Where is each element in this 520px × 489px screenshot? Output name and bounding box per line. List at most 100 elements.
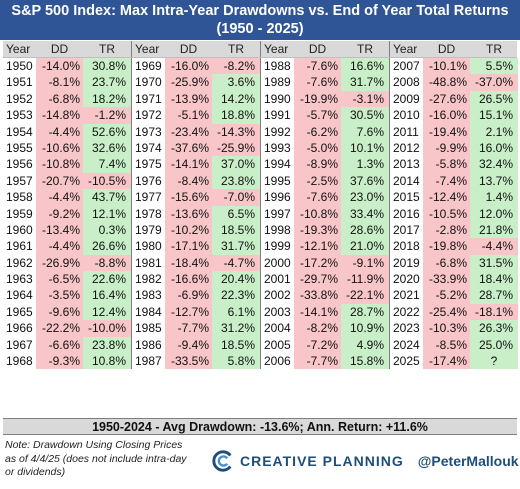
- drawdown-cell: -6.5%: [36, 271, 83, 288]
- row-group: 1954 -4.4% 52.6%: [3, 123, 131, 140]
- total-return-cell: -1.2%: [83, 107, 131, 124]
- year-cell: 2019: [393, 255, 420, 270]
- total-return-cell: 18.4%: [470, 271, 518, 288]
- drawdown-cell: -14.8%: [36, 107, 83, 124]
- total-return-cell: 21.8%: [470, 221, 518, 239]
- row-group: 1959 -9.2% 12.1%: [3, 205, 131, 222]
- row-group: 2009 -27.6% 26.5%: [389, 90, 518, 108]
- total-return-cell: 22.3%: [212, 287, 260, 304]
- year-cell: 2018: [393, 239, 420, 254]
- drawdown-cell: -19.8%: [423, 238, 470, 255]
- drawdown-cell: -18.4%: [165, 254, 212, 272]
- drawdown-cell: -22.2%: [36, 320, 83, 337]
- total-return-cell: 4.9%: [341, 336, 389, 354]
- drawdown-cell: -10.3%: [423, 320, 470, 337]
- year-cell: 1975: [135, 157, 162, 172]
- table-row: 1967 -6.6% 23.8% 1986 -9.4% 18.5% 2005 -7.2% 4.9…: [3, 336, 518, 354]
- total-return-cell: 10.8%: [83, 353, 131, 370]
- returns-table: Year DD TR Year DD TR Year DD TR Year DD TR 1950 -14…: [3, 41, 518, 370]
- drawdown-cell: -16.6%: [165, 271, 212, 288]
- year-cell: 1981: [135, 255, 162, 270]
- row-group: 1956 -10.8% 7.4%: [3, 156, 131, 173]
- row-group: 1953 -14.8% -1.2%: [3, 107, 131, 124]
- row-group: 1975 -14.1% 37.0%: [131, 156, 260, 173]
- year-cell: 2020: [393, 272, 420, 287]
- year-cell: 2021: [393, 288, 420, 303]
- row-group: 1989 -7.6% 31.7%: [260, 74, 389, 91]
- drawdown-cell: -12.1%: [294, 238, 341, 255]
- table-row: 1957 -20.7% -10.5% 1976 -8.4% 23.8% 1995 -2.5% 3…: [3, 172, 518, 190]
- total-return-cell: 26.5%: [470, 90, 518, 108]
- row-group: 2019 -6.8% 31.5%: [389, 254, 518, 272]
- drawdown-cell: -14.1%: [165, 156, 212, 173]
- row-group: 2015 -12.4% 1.4%: [389, 189, 518, 206]
- total-return-cell: 13.7%: [470, 172, 518, 190]
- row-group: 1966 -22.2% -10.0%: [3, 320, 131, 337]
- total-return-cell: 30.8%: [83, 58, 131, 75]
- year-cell: 1960: [6, 222, 33, 237]
- year-cell: 2014: [393, 173, 420, 188]
- total-return-cell: -14.3%: [212, 123, 260, 140]
- year-cell: 1980: [135, 239, 162, 254]
- drawdown-cell: -19.3%: [294, 221, 341, 239]
- row-group: 1977 -15.6% -7.0%: [131, 189, 260, 206]
- drawdown-cell: -8.2%: [294, 320, 341, 337]
- drawdown-cell: -4.4%: [36, 123, 83, 140]
- row-group: 2014 -7.4% 13.7%: [389, 172, 518, 190]
- drawdown-cell: -15.6%: [165, 189, 212, 206]
- row-group: 2013 -5.8% 32.4%: [389, 156, 518, 173]
- row-group: 1960 -13.4% 0.3%: [3, 221, 131, 239]
- drawdown-cell: -25.9%: [165, 74, 212, 91]
- row-group: 1976 -8.4% 23.8%: [131, 172, 260, 190]
- total-return-cell: 31.5%: [470, 254, 518, 272]
- drawdown-cell: -9.3%: [36, 353, 83, 370]
- year-cell: 2012: [393, 140, 420, 155]
- row-group: 2024 -8.5% 25.0%: [389, 336, 518, 354]
- row-group: 1957 -20.7% -10.5%: [3, 172, 131, 190]
- row-group: 1972 -5.1% 18.8%: [131, 107, 260, 124]
- year-cell: 1990: [264, 91, 291, 106]
- drawdown-cell: -5.2%: [423, 287, 470, 304]
- column-header-year: Year: [6, 42, 31, 56]
- total-return-cell: 43.7%: [83, 189, 131, 206]
- row-group: 2007 -10.1% 5.5%: [389, 58, 518, 75]
- row-group: 1969 -16.0% -8.2%: [131, 58, 260, 75]
- year-cell: 1982: [135, 272, 162, 287]
- row-group: 1971 -13.9% 14.2%: [131, 90, 260, 108]
- drawdown-cell: -12.4%: [423, 189, 470, 206]
- drawdown-cell: -26.9%: [36, 254, 83, 272]
- year-cell: 1984: [135, 304, 162, 319]
- total-return-cell: 23.7%: [83, 74, 131, 91]
- drawdown-cell: -3.5%: [36, 287, 83, 304]
- year-cell: 2013: [393, 157, 420, 172]
- total-return-cell: 31.7%: [212, 238, 260, 255]
- total-return-cell: -11.9%: [341, 271, 389, 288]
- year-cell: 2004: [264, 321, 291, 336]
- total-return-cell: -7.0%: [212, 189, 260, 206]
- row-group: 1983 -6.9% 22.3%: [131, 287, 260, 304]
- year-cell: 2002: [264, 288, 291, 303]
- row-group: 1991 -5.7% 30.5%: [260, 107, 389, 124]
- total-return-cell: 18.5%: [212, 221, 260, 239]
- year-cell: 1962: [6, 255, 33, 270]
- column-header-year: Year: [135, 42, 160, 56]
- table-row: 1964 -3.5% 16.4% 1983 -6.9% 22.3% 2002 -33.8% -2…: [3, 287, 518, 304]
- table-row: 1950 -14.0% 30.8% 1969 -16.0% -8.2% 1988 -7.6% 1…: [3, 58, 518, 75]
- drawdown-cell: -16.0%: [165, 58, 212, 75]
- drawdown-cell: -5.1%: [165, 107, 212, 124]
- year-cell: 1952: [6, 91, 33, 106]
- table-row: 1960 -13.4% 0.3% 1979 -10.2% 18.5% 1998 -19.3% 2…: [3, 221, 518, 239]
- year-cell: 1958: [6, 190, 33, 205]
- year-cell: 1971: [135, 91, 162, 106]
- header-group: Year DD TR: [131, 41, 260, 57]
- year-cell: 1989: [264, 75, 291, 90]
- year-cell: 1987: [135, 354, 162, 369]
- column-header-tr: TR: [357, 42, 373, 56]
- year-cell: 1976: [135, 173, 162, 188]
- year-cell: 1967: [6, 337, 33, 352]
- total-return-cell: -9.1%: [341, 254, 389, 272]
- total-return-cell: -22.1%: [341, 287, 389, 304]
- total-return-cell: 23.0%: [341, 189, 389, 206]
- table-row: 1959 -9.2% 12.1% 1978 -13.6% 6.5% 1997 -10.8% 33…: [3, 205, 518, 222]
- twitter-handle[interactable]: @PeterMallouk: [417, 453, 519, 469]
